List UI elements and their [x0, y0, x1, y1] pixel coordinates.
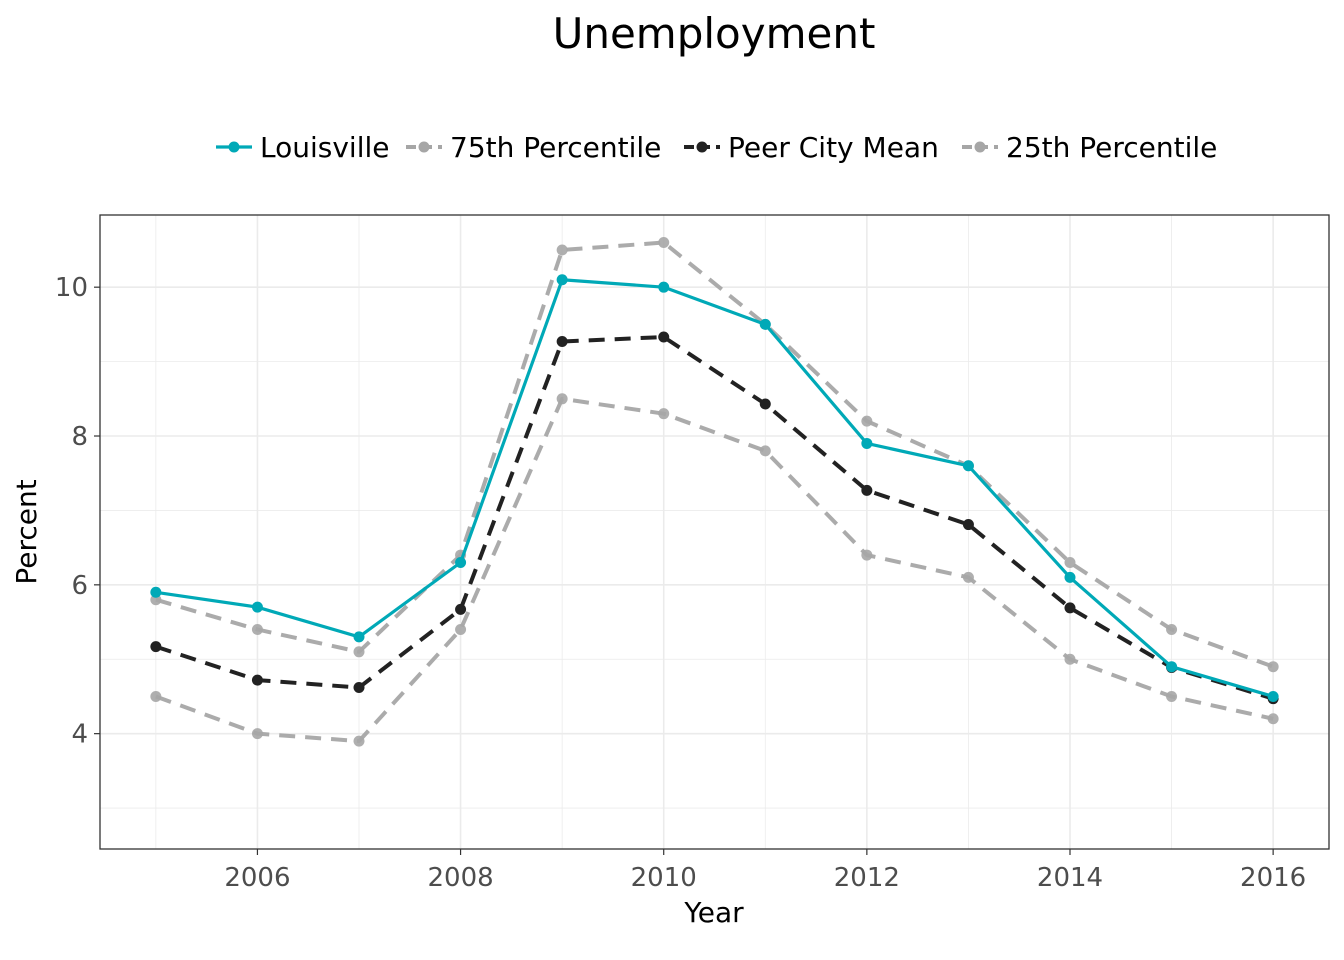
- data-point-peer-city-mean-2009: [556, 336, 568, 348]
- x-tick-label: 2010: [631, 863, 697, 893]
- y-tick-label: 8: [71, 422, 88, 452]
- data-point-peer-city-mean-2006: [251, 674, 263, 686]
- data-point-peer-city-mean-2007: [353, 682, 365, 694]
- series-line-louisville: [155, 278, 1274, 698]
- legend-key-point: [974, 141, 986, 153]
- data-point-75th-percentile-2014: [1064, 557, 1076, 569]
- legend-item-25th-percentile: 25th Percentile: [962, 131, 1217, 164]
- legend-key-point: [696, 141, 708, 153]
- data-point-peer-city-mean-2013: [962, 519, 974, 531]
- legend: Louisville 75th Percentile Peer City Mean 2…: [216, 131, 1217, 164]
- data-point-louisville-2008: [455, 557, 467, 569]
- x-tick-label: 2016: [1240, 863, 1306, 893]
- data-point-25th-percentile-2006: [251, 728, 263, 740]
- data-point-75th-percentile-2016: [1267, 661, 1279, 673]
- series-layer: [150, 237, 1279, 747]
- data-point-louisville-2005: [150, 586, 162, 598]
- data-point-75th-percentile-2012: [861, 415, 873, 427]
- legend-label: 75th Percentile: [450, 131, 661, 164]
- data-point-75th-percentile-2015: [1166, 623, 1178, 635]
- series-25th-percentile: [150, 393, 1279, 747]
- data-point-25th-percentile-2013: [962, 571, 974, 583]
- data-point-25th-percentile-2011: [759, 445, 771, 457]
- data-point-louisville-2011: [759, 318, 771, 330]
- plot-border: [99, 214, 1330, 850]
- data-point-louisville-2013: [962, 460, 974, 472]
- data-point-louisville-2007: [353, 631, 365, 643]
- legend-label: Louisville: [260, 131, 390, 164]
- series-peer-city-mean: [150, 331, 1279, 705]
- data-point-louisville-2010: [658, 281, 670, 293]
- legend-key-point: [418, 141, 430, 153]
- data-point-louisville-2006: [251, 601, 263, 613]
- x-tick-label: 2012: [834, 863, 900, 893]
- series-line-25th-percentile: [155, 396, 1274, 744]
- data-point-25th-percentile-2014: [1064, 653, 1076, 665]
- x-tick-label: 2014: [1037, 863, 1103, 893]
- legend-label: 25th Percentile: [1006, 131, 1217, 164]
- data-point-25th-percentile-2005: [150, 690, 162, 702]
- data-point-25th-percentile-2008: [455, 623, 467, 635]
- data-point-75th-percentile-2007: [353, 646, 365, 658]
- data-point-75th-percentile-2010: [658, 237, 670, 249]
- legend-item-75th-percentile: 75th Percentile: [406, 131, 661, 164]
- data-point-25th-percentile-2007: [353, 735, 365, 747]
- data-point-75th-percentile-2009: [556, 244, 568, 256]
- y-tick-label: 4: [71, 720, 88, 750]
- legend-item-peer-city-mean: Peer City Mean: [684, 131, 939, 164]
- x-tick-label: 2006: [224, 863, 290, 893]
- data-point-peer-city-mean-2008: [455, 603, 467, 615]
- data-point-25th-percentile-2015: [1166, 690, 1178, 702]
- data-point-louisville-2012: [861, 437, 873, 449]
- data-point-25th-percentile-2012: [861, 549, 873, 561]
- data-point-louisville-2016: [1267, 690, 1279, 702]
- series-louisville: [150, 274, 1279, 702]
- plot-area: 2006 2008 2010 2012 2014 2016 4 6 8 10: [55, 214, 1330, 893]
- series-75th-percentile: [150, 237, 1279, 673]
- y-tick-label: 10: [55, 273, 88, 303]
- data-point-75th-percentile-2006: [251, 623, 263, 635]
- y-axis: 4 6 8 10: [55, 273, 100, 750]
- data-point-peer-city-mean-2011: [759, 398, 771, 410]
- y-axis-title: Percent: [10, 479, 43, 584]
- series-line-peer-city-mean: [155, 335, 1274, 701]
- x-axis-title: Year: [683, 896, 744, 929]
- data-point-louisville-2015: [1166, 661, 1178, 673]
- data-point-25th-percentile-2010: [658, 408, 670, 420]
- legend-item-louisville: Louisville: [216, 131, 390, 164]
- data-point-louisville-2014: [1064, 571, 1076, 583]
- data-point-peer-city-mean-2012: [861, 484, 873, 496]
- y-tick-label: 6: [71, 571, 88, 601]
- x-tick-label: 2008: [427, 863, 493, 893]
- data-point-peer-city-mean-2005: [150, 641, 162, 653]
- x-axis: 2006 2008 2010 2012 2014 2016: [224, 849, 1306, 893]
- chart-title: Unemployment: [553, 9, 876, 58]
- grid: [100, 215, 1329, 849]
- data-point-25th-percentile-2016: [1267, 713, 1279, 725]
- data-point-louisville-2009: [556, 274, 568, 286]
- data-point-25th-percentile-2009: [556, 393, 568, 405]
- data-point-peer-city-mean-2014: [1064, 602, 1076, 614]
- legend-key-point: [228, 141, 240, 153]
- data-point-peer-city-mean-2010: [658, 331, 670, 343]
- legend-label: Peer City Mean: [728, 131, 939, 164]
- series-line-75th-percentile: [155, 240, 1274, 669]
